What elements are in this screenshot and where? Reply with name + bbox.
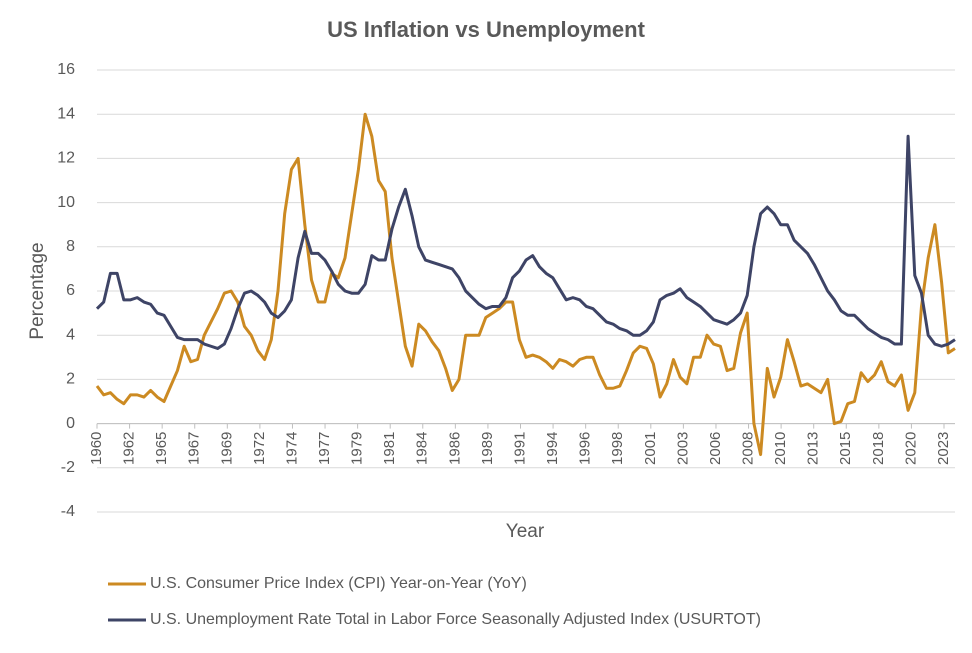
- y-tick-label: -4: [61, 503, 75, 520]
- legend-label: U.S. Consumer Price Index (CPI) Year-on-…: [150, 575, 527, 592]
- x-tick-label: 1962: [121, 432, 138, 465]
- x-tick-label: 2018: [870, 432, 887, 465]
- x-tick-label: 1984: [414, 432, 431, 465]
- x-tick-label: 2023: [935, 432, 952, 465]
- x-tick-label: 1996: [577, 432, 594, 465]
- x-tick-label: 2013: [805, 432, 822, 465]
- x-tick-label: 2001: [642, 432, 659, 465]
- y-tick-label: -2: [61, 459, 75, 476]
- y-tick-label: 2: [66, 371, 75, 388]
- x-tick-label: 1986: [446, 432, 463, 465]
- x-tick-label: 1989: [479, 432, 496, 465]
- y-axis-title: Percentage: [27, 242, 48, 339]
- x-axis-title: Year: [506, 521, 545, 542]
- y-tick-label: 12: [57, 150, 75, 167]
- x-tick-label: 2006: [707, 432, 724, 465]
- y-tick-label: 0: [66, 415, 75, 432]
- x-tick-label: 1972: [251, 432, 268, 465]
- x-tick-label: 1994: [544, 432, 561, 465]
- chart-title: US Inflation vs Unemployment: [327, 17, 645, 42]
- y-tick-label: 16: [57, 61, 75, 78]
- x-tick-label: 1969: [218, 432, 235, 465]
- x-tick-label: 2008: [740, 432, 757, 465]
- legend-label: U.S. Unemployment Rate Total in Labor Fo…: [150, 611, 761, 628]
- x-tick-label: 1979: [349, 432, 366, 465]
- x-tick-label: 2015: [837, 432, 854, 465]
- y-tick-label: 4: [66, 326, 75, 343]
- x-tick-label: 1965: [153, 432, 170, 465]
- x-tick-label: 2020: [902, 432, 919, 465]
- y-tick-label: 10: [57, 194, 75, 211]
- x-tick-label: 1991: [511, 432, 528, 465]
- y-tick-label: 8: [66, 238, 75, 255]
- x-tick-label: 2003: [674, 432, 691, 465]
- x-tick-label: 2010: [772, 432, 789, 465]
- y-tick-label: 14: [57, 105, 75, 122]
- x-tick-label: 1974: [283, 432, 300, 465]
- x-tick-label: 1960: [88, 432, 105, 465]
- x-tick-label: 1998: [609, 432, 626, 465]
- x-tick-label: 1977: [316, 432, 333, 465]
- series-line: [95, 112, 956, 457]
- series-line: [95, 134, 956, 350]
- x-tick-label: 1981: [381, 432, 398, 465]
- x-tick-label: 1967: [186, 432, 203, 465]
- y-tick-label: 6: [66, 282, 75, 299]
